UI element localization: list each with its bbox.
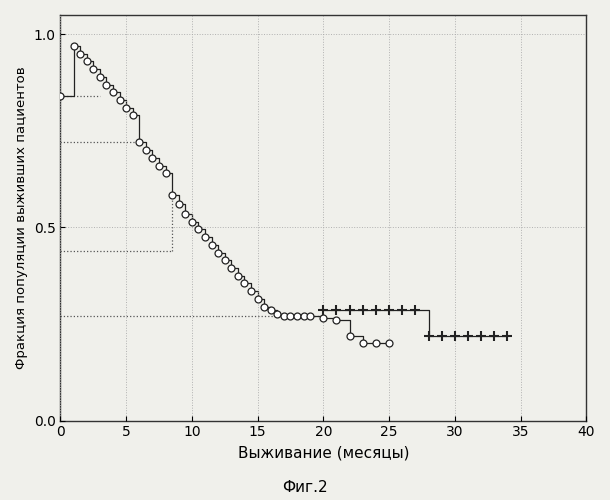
Text: Фиг.2: Фиг.2: [282, 480, 328, 495]
X-axis label: Выживание (месяцы): Выживание (месяцы): [237, 445, 409, 460]
Y-axis label: Фракция популяции выживших пациентов: Фракция популяции выживших пациентов: [15, 66, 28, 369]
